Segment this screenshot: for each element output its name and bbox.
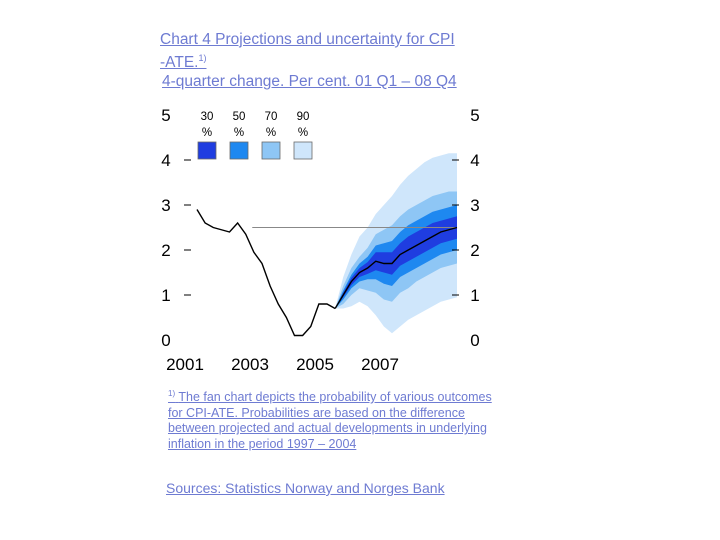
legend-label-value: 70 [265, 111, 278, 123]
chart-title-line2: -ATE.1) [160, 49, 520, 72]
y-tick-label-right: 4 [470, 151, 479, 170]
x-tick-label: 2007 [361, 355, 399, 374]
y-tick-label-right: 2 [470, 241, 479, 260]
legend-label-unit: % [234, 127, 244, 139]
x-tick-label: 2001 [166, 355, 204, 374]
projection-line [334, 226, 458, 309]
y-tick-label-left: 4 [161, 151, 170, 170]
chart-title: Chart 4 Projections and uncertainty for … [160, 30, 520, 91]
legend-swatch [261, 141, 281, 160]
footnote: 1) The fan chart depicts the probability… [168, 386, 498, 452]
legend-swatch [293, 141, 313, 160]
legend-label-value: 50 [233, 111, 246, 123]
legend-label-unit: % [202, 127, 212, 139]
legend-label-value: 30 [201, 111, 214, 123]
chart-title-footnote-marker: 1) [198, 53, 207, 63]
y-tick-label-right: 5 [470, 106, 479, 125]
y-tick-label-right: 0 [470, 331, 479, 350]
y-tick-label-left: 5 [161, 106, 170, 125]
y-tick-label-right: 1 [470, 286, 479, 305]
footnote-text: The fan chart depicts the probability of… [168, 390, 492, 451]
legend-label-value: 90 [297, 111, 310, 123]
x-tick-label: 2005 [296, 355, 334, 374]
history-line [196, 209, 336, 337]
y-tick-label-left: 0 [161, 331, 170, 350]
sources-note: Sources: Statistics Norway and Norges Ba… [166, 480, 445, 496]
chart-title-line1: Chart 4 Projections and uncertainty for … [160, 31, 455, 48]
x-tick-label: 2003 [231, 355, 269, 374]
y-tick-label-right: 3 [470, 196, 479, 215]
y-tick-label-left: 2 [161, 241, 170, 260]
y-tick-label-left: 1 [161, 286, 170, 305]
chart-title-line2-text: -ATE. [160, 54, 199, 72]
footnote-marker: 1) [168, 389, 176, 398]
y-tick-label-left: 3 [161, 196, 170, 215]
chart-subtitle: 4-quarter change. Per cent. 01 Q1 – 08 Q… [162, 73, 457, 91]
legend-label-unit: % [298, 127, 308, 139]
legend-label-unit: % [266, 127, 276, 139]
legend-swatch [229, 141, 249, 160]
legend-swatch [197, 141, 217, 160]
